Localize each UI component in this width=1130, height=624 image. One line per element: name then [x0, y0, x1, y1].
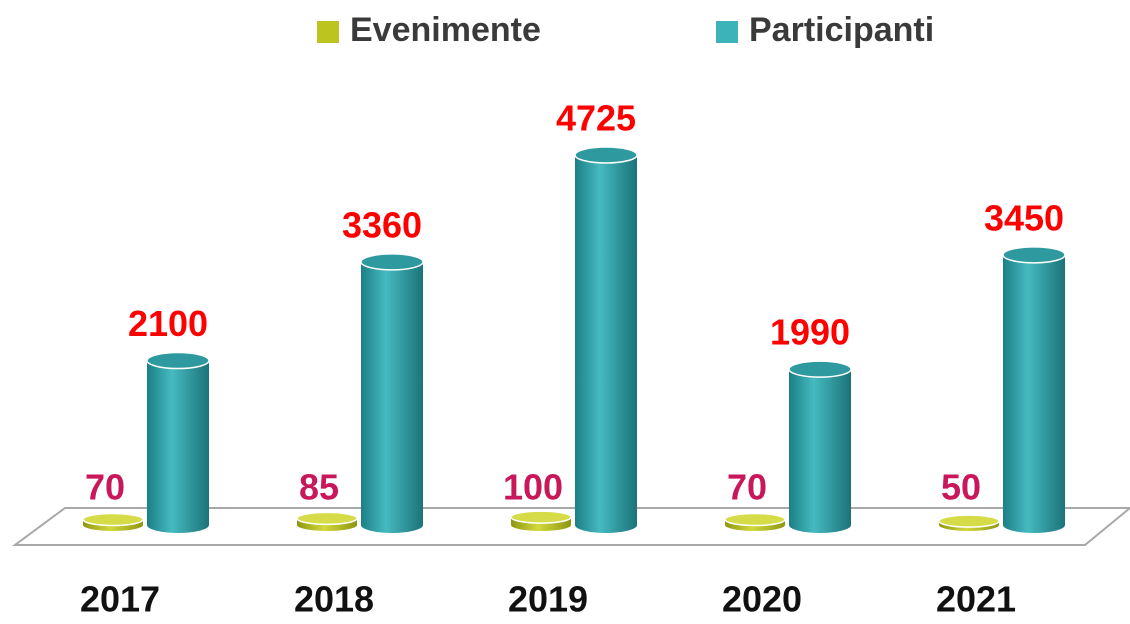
legend-label: Evenimente [350, 11, 541, 49]
value-label: 1990 [770, 312, 850, 353]
cylinder-top [146, 351, 210, 370]
cylinder-top [724, 512, 786, 527]
value-label: 50 [941, 467, 981, 508]
cylinder-top [510, 510, 572, 524]
value-label: 3450 [984, 197, 1064, 238]
cylinder-body [789, 369, 851, 525]
cylinder-top [574, 146, 638, 164]
cylinder [296, 511, 358, 531]
cylinder [1002, 246, 1066, 533]
value-label: 85 [299, 467, 339, 508]
x-tick-label: 2017 [80, 579, 160, 620]
cylinder-top [360, 253, 424, 271]
x-tick-label: 2021 [936, 579, 1016, 620]
cylinder [82, 512, 144, 531]
cylinder-top [788, 360, 852, 378]
x-tick-label: 2020 [722, 579, 802, 620]
cylinder [938, 514, 1000, 531]
cylinder-body [1003, 254, 1065, 526]
x-tick-label: 2018 [294, 579, 374, 620]
value-label: 2100 [128, 303, 208, 344]
cylinder [574, 146, 638, 533]
cylinder [788, 360, 852, 533]
cylinder [724, 512, 786, 531]
cylinder-body [361, 261, 423, 525]
cylinder [360, 253, 424, 533]
value-label: 100 [503, 467, 563, 508]
cylinder-top [938, 514, 1000, 528]
value-label: 70 [727, 467, 767, 508]
cylinder [146, 351, 210, 533]
cylinder [510, 510, 572, 531]
cylinder-top [82, 512, 144, 527]
cylinder-top [1002, 246, 1066, 264]
cylinder-body [575, 155, 637, 525]
value-label: 3360 [342, 204, 422, 245]
value-label: 4725 [556, 98, 636, 139]
cylinder-body [147, 360, 209, 525]
legend-swatch [716, 21, 738, 43]
legend-label: Participanti [749, 11, 934, 49]
value-label: 70 [85, 467, 125, 508]
legend-swatch [317, 21, 339, 43]
floor [11, 507, 1130, 546]
x-tick-label: 2019 [508, 579, 588, 620]
cylinder-top [296, 511, 358, 526]
